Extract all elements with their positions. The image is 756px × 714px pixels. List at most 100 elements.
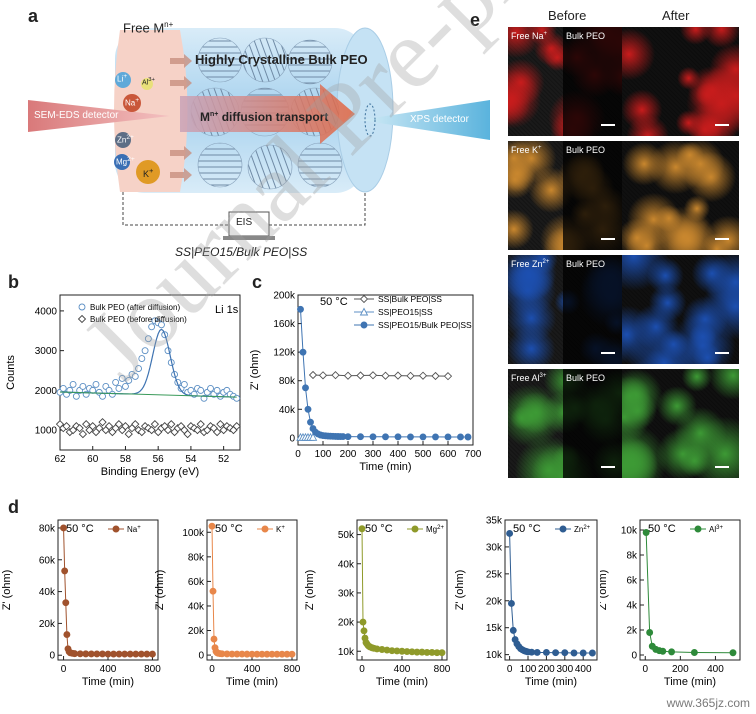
data-point	[197, 421, 204, 428]
x-tick-label: 800	[434, 664, 451, 675]
y-tick-label: 40k	[338, 559, 355, 570]
data-point	[77, 651, 83, 657]
data-point	[360, 619, 366, 625]
eis-label: EIS	[236, 217, 252, 228]
data-point	[72, 651, 78, 657]
data-point	[305, 406, 311, 412]
data-point	[149, 324, 155, 330]
chart-d-k: 0 400 800020k40k60k80k100kTime (min)Z' (oh…	[155, 505, 305, 705]
y-axis-label: Z' (ohm)	[305, 570, 316, 611]
data-point	[298, 306, 304, 312]
plot-frame	[58, 520, 158, 660]
data-point	[408, 434, 414, 440]
x-tick-label: 500	[415, 449, 432, 460]
legend-label: Zn2+	[574, 525, 591, 534]
data-point	[507, 530, 513, 536]
y-tick-label: 15k	[486, 623, 503, 634]
data-point	[310, 372, 317, 379]
x-tick-label: 60	[87, 454, 99, 465]
x-axis-label: Time (min)	[525, 676, 577, 688]
ion-label-k: K+	[143, 166, 153, 179]
after-header: After	[662, 8, 689, 23]
data-point	[589, 650, 595, 656]
x-tick-label: 100	[315, 449, 332, 460]
data-point	[88, 651, 94, 657]
eds-map-3-after	[622, 369, 739, 478]
legend-marker	[79, 304, 85, 310]
data-point	[445, 434, 451, 440]
data-point	[358, 434, 364, 440]
data-point	[370, 434, 376, 440]
chart-annotation: 50 °C	[320, 296, 348, 308]
data-point	[647, 630, 653, 636]
bulk-peo-label: Bulk PEO	[566, 373, 605, 383]
ion-label-zn: Zn2+	[117, 134, 134, 145]
series-line	[510, 533, 593, 653]
x-tick-label: 58	[120, 454, 132, 465]
ion-label-li: Li+	[117, 73, 127, 84]
data-point	[660, 648, 666, 654]
data-point	[116, 651, 122, 657]
data-point	[445, 373, 452, 380]
data-point	[432, 373, 439, 380]
data-point	[553, 650, 559, 656]
sem-label: SEM-EDS detector	[34, 110, 118, 121]
scale-bar	[715, 352, 729, 354]
y-axis-label: Counts	[5, 355, 17, 390]
ion-label-al: Al3+	[142, 77, 155, 86]
data-point	[359, 526, 365, 532]
data-point	[99, 651, 105, 657]
data-point	[534, 649, 540, 655]
data-point	[332, 372, 339, 379]
y-tick-label: 0	[289, 433, 295, 444]
data-point	[543, 649, 549, 655]
x-axis-label: Time (min)	[376, 676, 428, 688]
data-point	[83, 421, 90, 428]
data-point	[116, 385, 122, 391]
before-header: Before	[548, 8, 586, 23]
scale-bar	[715, 124, 729, 126]
data-point	[105, 651, 111, 657]
free-ion-label: Free Zn2+	[511, 259, 549, 269]
y-tick-label: 20k	[486, 596, 503, 607]
data-point	[345, 372, 352, 379]
chart-d-na: 0 400 800 0 20k 40k 60k 80k Time (min) Z' (ohm) 50…	[0, 505, 165, 705]
eds-map-0-before: Free Na+ Bulk PEO	[508, 27, 625, 136]
data-point	[669, 649, 675, 655]
y-tick-label: 40k	[279, 405, 296, 416]
data-point	[94, 651, 100, 657]
data-point	[198, 387, 204, 393]
xps-label: XPS detector	[410, 114, 469, 125]
x-axis-label: Time (min)	[82, 676, 134, 688]
chart-d-mg: 0 400 80010k20k30k40k50kTime (min)Z' (ohm)…	[305, 505, 455, 705]
data-point	[289, 651, 295, 657]
data-point	[320, 372, 327, 379]
y-tick-label: 20k	[338, 618, 355, 629]
data-point	[145, 336, 151, 342]
y-tick-label: 60k	[39, 555, 56, 566]
data-point	[439, 650, 445, 656]
y-tick-label: 6k	[626, 576, 638, 587]
series-line	[212, 526, 292, 654]
data-point	[73, 393, 79, 399]
chart-annotation: 50 °C	[365, 523, 393, 535]
y-axis-label: Z' (ohm)	[249, 350, 261, 391]
y-tick-label: 4k	[626, 601, 638, 612]
data-point	[691, 650, 697, 656]
plot-frame	[298, 295, 473, 445]
chart-annotation: 50 °C	[215, 523, 243, 535]
data-point	[64, 632, 70, 638]
y-tick-label: 20k	[188, 626, 205, 637]
data-point	[127, 651, 133, 657]
y-tick-label: 40k	[188, 601, 205, 612]
x-tick-label: 52	[218, 454, 230, 465]
data-point	[100, 393, 106, 399]
x-axis-label: Time (min)	[226, 676, 278, 688]
x-tick-label: 400	[390, 449, 407, 460]
x-tick-label: 0	[209, 664, 215, 675]
y-tick-label: 0	[198, 651, 204, 662]
legend-marker	[412, 526, 418, 532]
legend-marker	[560, 526, 566, 532]
y-axis-label: Z' (ohm)	[600, 570, 609, 611]
y-tick-label: 60k	[188, 577, 205, 588]
